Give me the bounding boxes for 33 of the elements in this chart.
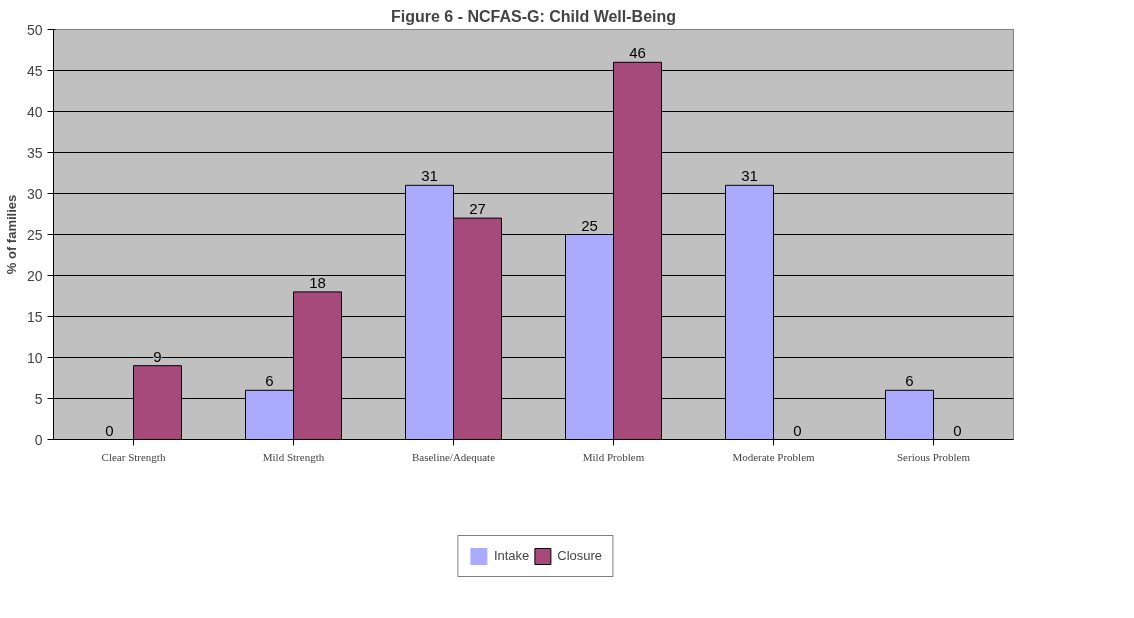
x-tick-label: Mild Problem	[582, 450, 645, 463]
y-tick-label: 30	[26, 185, 43, 202]
x-tick-label: Clear Strength	[101, 450, 166, 463]
data-label: 0	[953, 421, 962, 439]
y-tick-label: 40	[26, 103, 43, 120]
x-tick-label: Serious Problem	[896, 450, 971, 463]
y-axis-title: % of families	[3, 194, 19, 275]
data-label: 9	[153, 347, 162, 365]
data-label: 31	[741, 167, 758, 185]
data-label: 6	[265, 372, 274, 390]
y-tick-label: 0	[34, 431, 43, 448]
y-tick-label: 50	[26, 21, 43, 38]
data-label: 25	[581, 216, 598, 234]
y-tick-label: 5	[34, 390, 43, 407]
data-label: 18	[309, 273, 326, 291]
x-tick-label: Baseline/Adequate	[411, 450, 496, 463]
data-label: 46	[629, 44, 646, 62]
data-label: 0	[105, 421, 114, 439]
data-label: 6	[905, 372, 914, 390]
x-tick-label: Moderate Problem	[732, 450, 816, 463]
y-tick-label: 10	[26, 349, 43, 366]
data-label: 31	[421, 167, 438, 185]
y-tick-label: 20	[26, 267, 43, 284]
y-tick-label: 45	[26, 62, 43, 79]
data-label: 0	[793, 421, 802, 439]
y-tick-label: 25	[26, 226, 43, 243]
y-tick-label: 15	[26, 308, 43, 325]
legend-label: Intake	[493, 548, 530, 564]
x-tick-label: Mild Strength	[262, 450, 325, 463]
data-label: 27	[469, 200, 486, 218]
y-tick-label: 35	[26, 144, 43, 161]
chart-title: Figure 6 - NCFAS-G: Child Well-Being	[390, 7, 677, 25]
legend-label: Closure	[557, 548, 603, 564]
